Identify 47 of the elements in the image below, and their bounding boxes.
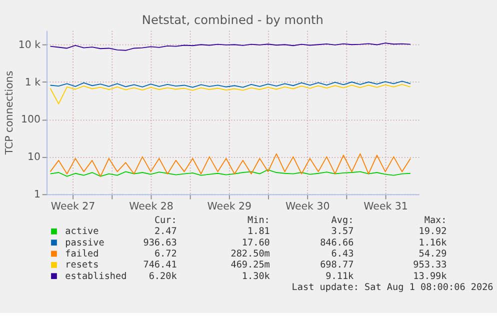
x-tick-label: Week 31 xyxy=(364,202,408,213)
x-tick-label: Week 28 xyxy=(129,202,174,213)
y-axis-title: TCP connections xyxy=(4,70,16,156)
text: 3.57 xyxy=(331,226,354,238)
legend-label: active xyxy=(65,226,100,238)
text: Max: xyxy=(424,215,447,226)
text: 698.77 xyxy=(320,260,354,271)
y-tick-label: 100 xyxy=(20,114,40,126)
text: 6.72 xyxy=(154,248,177,260)
line-series xyxy=(50,42,411,51)
text: 2.47 xyxy=(154,226,177,238)
text: 17.60 xyxy=(242,237,270,248)
y-tick-label: 10 k xyxy=(18,40,41,51)
chart-title: Netstat, combined - by month xyxy=(142,12,324,27)
text: 469.25m xyxy=(230,260,270,271)
legend-label: failed xyxy=(65,248,99,260)
text: 9.11k xyxy=(326,270,354,282)
legend-label: established xyxy=(65,270,127,282)
x-tick-label: Week 27 xyxy=(50,202,96,213)
text: 846.66 xyxy=(320,237,354,248)
x-tick-label: Week 29 xyxy=(207,202,252,213)
text: Cur: xyxy=(154,215,177,226)
line-series xyxy=(50,80,411,88)
legend-label: passive xyxy=(65,237,105,248)
text: Avg: xyxy=(331,215,354,226)
text: 953.33 xyxy=(413,260,447,271)
line-series xyxy=(50,153,411,177)
text: 746.41 xyxy=(143,260,177,271)
text: Min: xyxy=(248,215,270,226)
text: 936.63 xyxy=(143,237,177,248)
text: 6.43 xyxy=(331,248,354,260)
text: 6.20k xyxy=(148,270,178,282)
y-tick-label: 1 k xyxy=(24,77,41,88)
text: 282.50m xyxy=(230,248,270,260)
line-series xyxy=(50,84,411,104)
text: 54.29 xyxy=(418,248,447,260)
text: 1.16k xyxy=(418,237,448,248)
text: 1.30k xyxy=(242,270,270,282)
y-tick-label: 10 xyxy=(27,152,40,164)
text: 1.81 xyxy=(248,226,270,238)
x-tick-label: Week 30 xyxy=(285,202,330,213)
text: Last update: Sat Aug 1 08:00:06 2026 xyxy=(292,282,494,294)
text: 13.99k xyxy=(413,270,448,282)
line-series xyxy=(50,169,411,177)
y-tick-label: 1 xyxy=(34,189,40,200)
legend-label: resets xyxy=(65,260,99,271)
text: 19.92 xyxy=(418,226,447,238)
